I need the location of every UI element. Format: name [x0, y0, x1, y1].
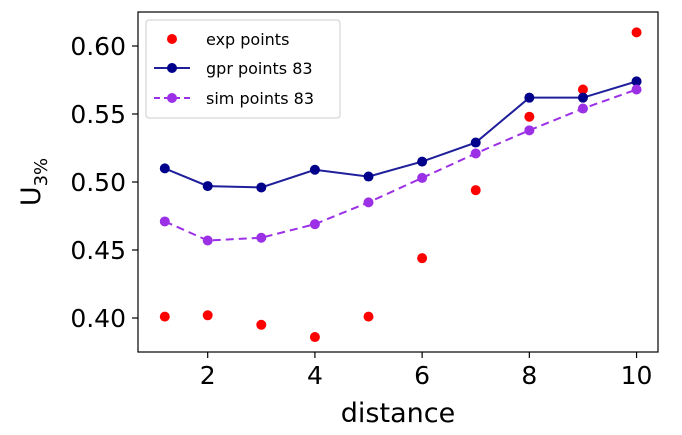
data-point [524, 125, 535, 136]
data-point [363, 171, 374, 182]
data-point [256, 182, 267, 193]
series-line [164, 88, 637, 242]
data-point [202, 235, 213, 246]
data-point [524, 92, 535, 103]
x-tick-label: 8 [521, 361, 537, 390]
data-point [631, 84, 642, 95]
legend-entry-gpr: gpr points 83 [154, 59, 313, 78]
ticks-layer: 2 4 6 8 10 0.40 0.45 0.50 0.55 0.60 [70, 32, 652, 390]
data-point [256, 319, 267, 330]
legend: exp points gpr points 83 sim points 83 [145, 19, 341, 119]
data-point [631, 27, 642, 38]
data-point [202, 310, 213, 321]
y-axis-label-main: U [16, 186, 47, 206]
series-sim [159, 84, 642, 246]
data-point [577, 84, 588, 95]
legend-marker-sim [167, 93, 177, 103]
data-point [159, 216, 170, 227]
data-point [417, 172, 428, 183]
y-axis-label: U3% [16, 158, 52, 206]
legend-box [145, 19, 341, 119]
series-gpr [159, 76, 642, 193]
x-tick-label: 2 [200, 361, 216, 390]
data-point [417, 253, 428, 264]
data-point [309, 332, 320, 343]
data-point [309, 164, 320, 175]
svg-text:U3%: U3% [16, 158, 52, 206]
y-tick-label: 0.40 [70, 304, 126, 333]
data-point [256, 232, 267, 243]
y-tick-label: 0.50 [70, 168, 126, 197]
data-point [363, 197, 374, 208]
legend-marker-exp [167, 34, 177, 44]
data-point [417, 156, 428, 167]
legend-label-gpr: gpr points 83 [206, 59, 313, 78]
data-point [363, 311, 374, 322]
series-line [164, 80, 637, 189]
x-axis-label: distance [341, 398, 455, 429]
data-point [159, 311, 170, 322]
y-tick-label: 0.55 [70, 100, 126, 129]
legend-label-sim: sim points 83 [206, 89, 314, 108]
data-point [159, 163, 170, 174]
series-layer [159, 27, 642, 343]
data-point [202, 181, 213, 192]
y-axis-label-subscript: 3% [31, 158, 52, 187]
y-tick-label: 0.60 [70, 32, 126, 61]
data-point [631, 76, 642, 87]
data-point [470, 148, 481, 159]
data-point [577, 92, 588, 103]
x-tick-label: 6 [414, 361, 430, 390]
legend-label-exp: exp points [206, 30, 289, 49]
data-point [309, 219, 320, 230]
series-exp [159, 27, 642, 343]
legend-marker-gpr [167, 63, 177, 73]
data-point [470, 185, 481, 196]
x-tick-label: 10 [621, 361, 653, 390]
x-tick-label: 4 [307, 361, 323, 390]
legend-entry-sim: sim points 83 [154, 89, 314, 108]
data-point [524, 111, 535, 122]
data-point [470, 137, 481, 148]
y-tick-label: 0.45 [70, 236, 126, 265]
legend-entry-exp: exp points [167, 30, 289, 49]
data-point [577, 103, 588, 114]
